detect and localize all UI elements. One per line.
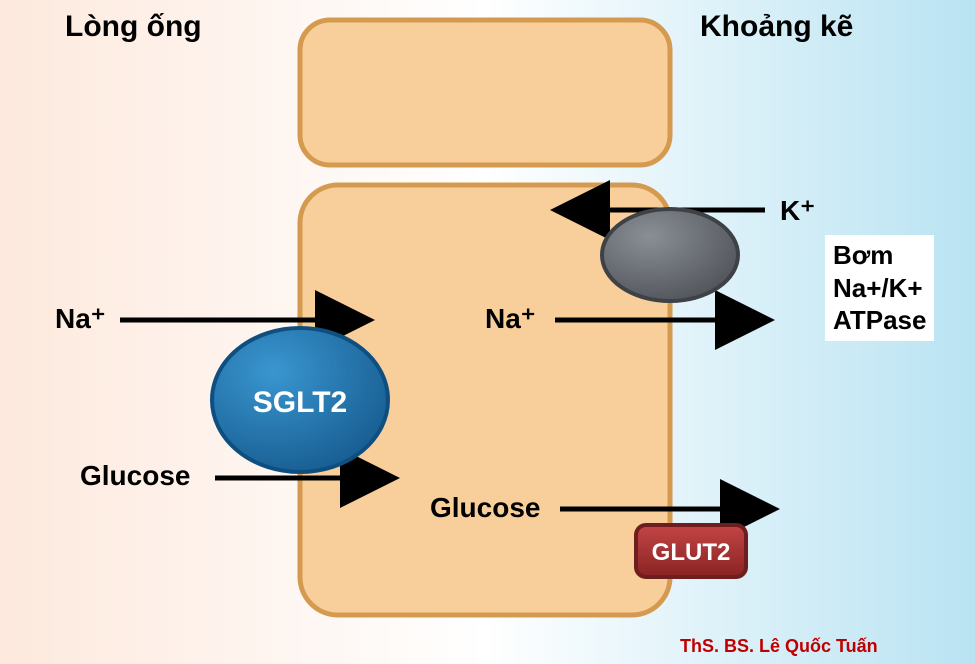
- label-glucose-left: Glucose: [80, 460, 190, 492]
- pump-box-label: Bơm Na+/K+ ATPase: [825, 235, 934, 341]
- pump-protein: [602, 209, 738, 301]
- sglt2-label: SGLT2: [253, 386, 347, 419]
- cell-top: [300, 20, 670, 165]
- label-k-right: K⁺: [780, 194, 815, 227]
- label-na-right: Na⁺: [485, 302, 536, 335]
- inter-heading: Khoảng kẽ: [700, 10, 853, 44]
- lumen-heading: Lòng ống: [65, 10, 202, 44]
- label-glucose-right: Glucose: [430, 492, 540, 524]
- label-na-left: Na⁺: [55, 302, 106, 335]
- author-label: ThS. BS. Lê Quốc Tuấn: [680, 636, 878, 657]
- glut2-label: GLUT2: [652, 539, 731, 566]
